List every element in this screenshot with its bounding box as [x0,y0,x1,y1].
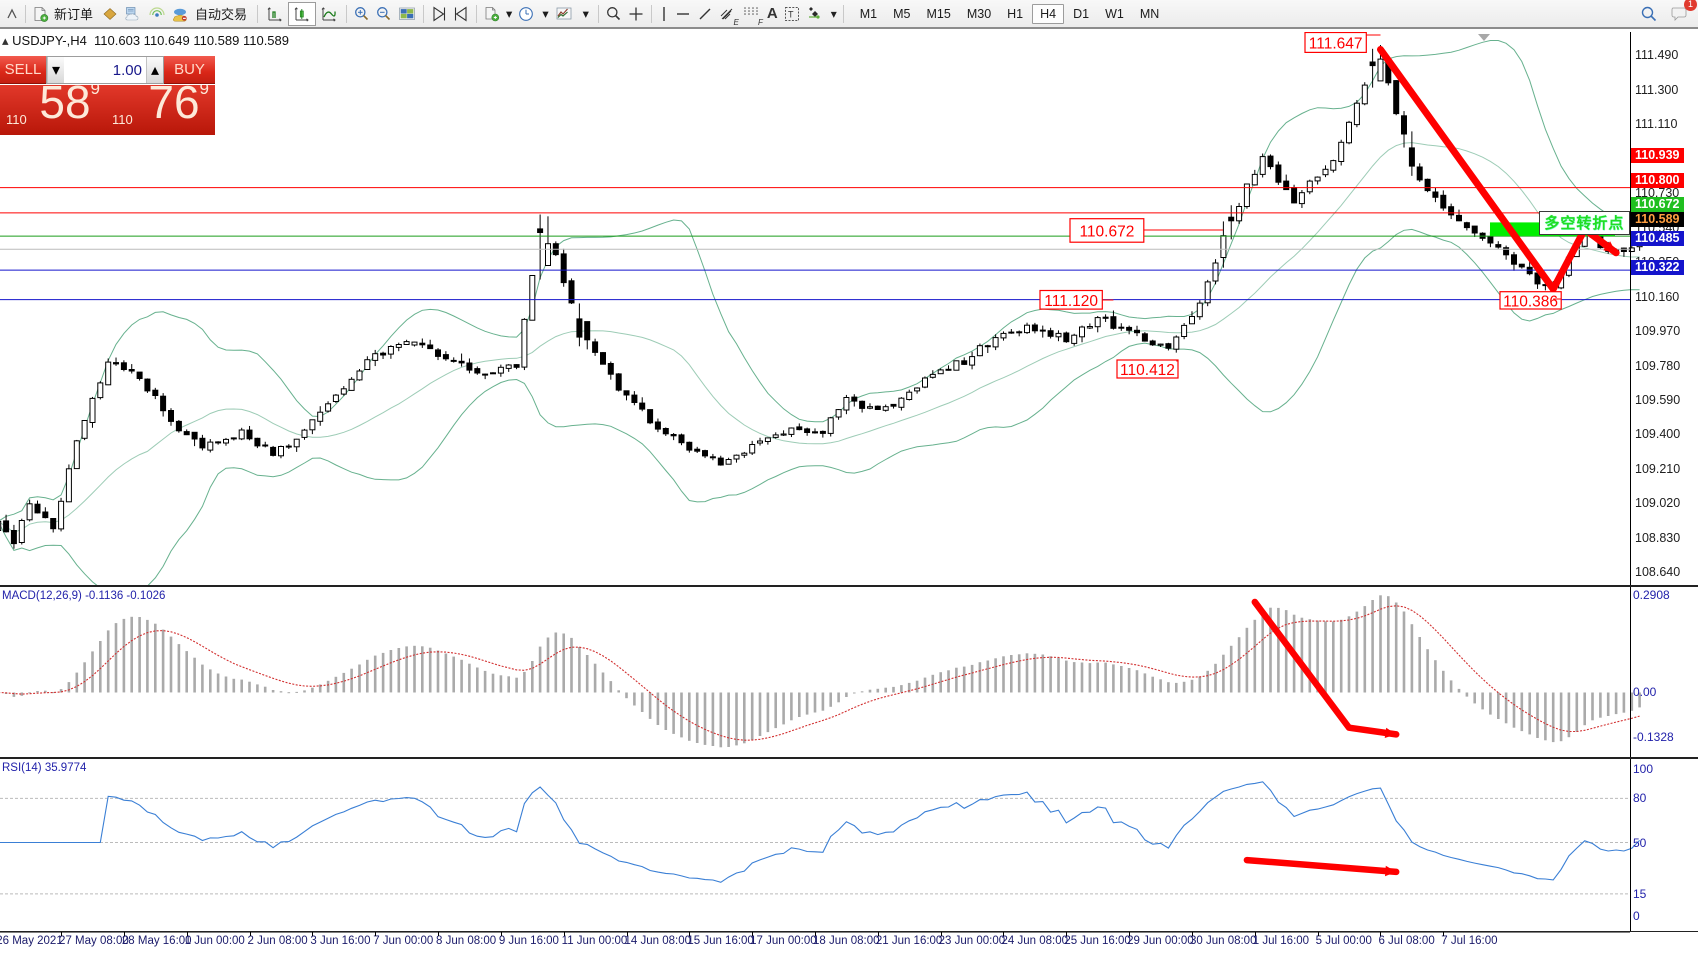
svg-text:RSI(14) 35.9774: RSI(14) 35.9774 [2,762,87,774]
svg-text:T: T [788,9,794,19]
svg-text:MACD(12,26,9) -0.1136 -0.102: MACD(12,26,9) -0.1136 -0.1026 [2,590,165,602]
